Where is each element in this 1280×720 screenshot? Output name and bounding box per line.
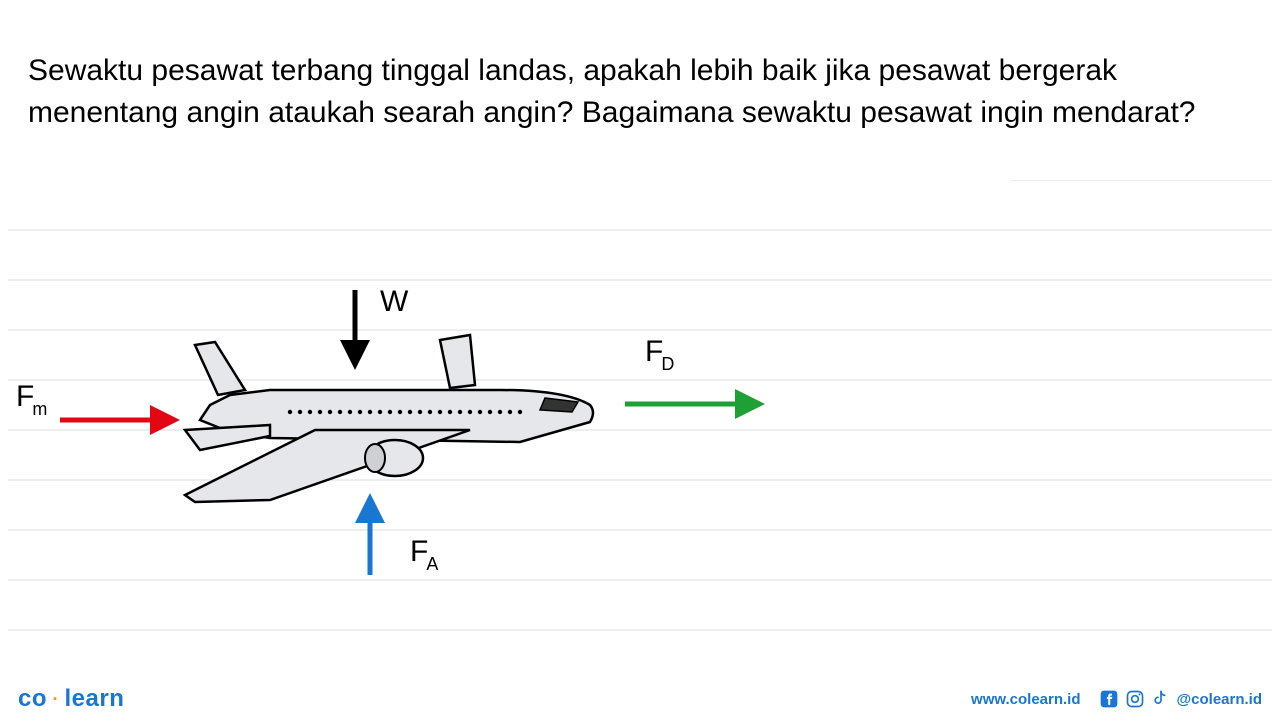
- logo: co · learn: [18, 685, 124, 713]
- tiktok-icon: [1151, 689, 1171, 709]
- facebook-icon: [1099, 689, 1119, 709]
- social-icons: @colearn.id: [1099, 689, 1262, 709]
- airplane-illustration: [185, 335, 593, 502]
- social-handle: @colearn.id: [1177, 691, 1262, 708]
- footer-right: www.colearn.id @colearn.id: [971, 689, 1262, 709]
- diagram-area: W Fm FD FA: [0, 180, 1280, 640]
- instagram-icon: [1125, 689, 1145, 709]
- logo-learn: learn: [65, 685, 125, 712]
- logo-co: co: [18, 685, 47, 712]
- diagram-svg: [0, 180, 1280, 640]
- footer: co · learn www.colearn.id @colearn.id: [0, 678, 1280, 720]
- fa-label: FA: [410, 535, 440, 573]
- question-text: Sewaktu pesawat terbang tinggal landas, …: [28, 50, 1252, 134]
- fd-label: FD: [645, 335, 676, 373]
- fm-label: Fm: [16, 380, 49, 418]
- logo-dot: ·: [47, 689, 65, 709]
- website-url: www.colearn.id: [971, 691, 1080, 708]
- weight-label: W: [380, 285, 408, 319]
